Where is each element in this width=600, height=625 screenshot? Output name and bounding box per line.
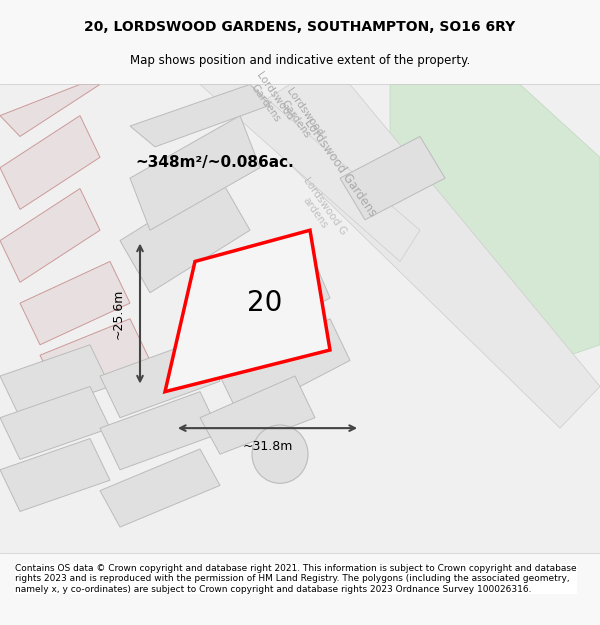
Text: Lordswood G
ardens: Lordswood G ardens: [292, 176, 348, 243]
Polygon shape: [200, 376, 315, 454]
Polygon shape: [40, 319, 150, 397]
Text: 20: 20: [247, 289, 283, 317]
Polygon shape: [0, 116, 100, 209]
Circle shape: [252, 425, 308, 483]
Text: 20, LORDSWOOD GARDENS, SOUTHAMPTON, SO16 6RY: 20, LORDSWOOD GARDENS, SOUTHAMPTON, SO16…: [85, 20, 515, 34]
Polygon shape: [100, 449, 220, 527]
Polygon shape: [20, 261, 130, 345]
Polygon shape: [0, 84, 100, 136]
Polygon shape: [0, 386, 110, 459]
Polygon shape: [100, 339, 220, 418]
Polygon shape: [220, 319, 350, 418]
Text: Lordswood
Gardens: Lordswood Gardens: [275, 86, 325, 145]
Text: ~25.6m: ~25.6m: [112, 288, 125, 339]
Text: ~348m²/~0.086ac.: ~348m²/~0.086ac.: [136, 155, 295, 170]
Polygon shape: [240, 84, 600, 428]
Text: Lordswood
Gardens: Lordswood Gardens: [245, 71, 295, 129]
Text: ~31.8m: ~31.8m: [242, 441, 293, 453]
Polygon shape: [100, 392, 220, 470]
Polygon shape: [130, 84, 270, 147]
Polygon shape: [200, 84, 420, 261]
Polygon shape: [340, 136, 445, 220]
Polygon shape: [200, 251, 330, 361]
Polygon shape: [120, 178, 250, 292]
Polygon shape: [0, 439, 110, 511]
Text: Contains OS data © Crown copyright and database right 2021. This information is : Contains OS data © Crown copyright and d…: [15, 564, 577, 594]
Polygon shape: [0, 189, 100, 282]
Text: Lordswood Gardens: Lordswood Gardens: [301, 116, 379, 219]
Polygon shape: [165, 230, 330, 392]
Polygon shape: [0, 345, 110, 418]
Text: Map shows position and indicative extent of the property.: Map shows position and indicative extent…: [130, 54, 470, 68]
Polygon shape: [130, 116, 260, 230]
Polygon shape: [390, 84, 600, 366]
